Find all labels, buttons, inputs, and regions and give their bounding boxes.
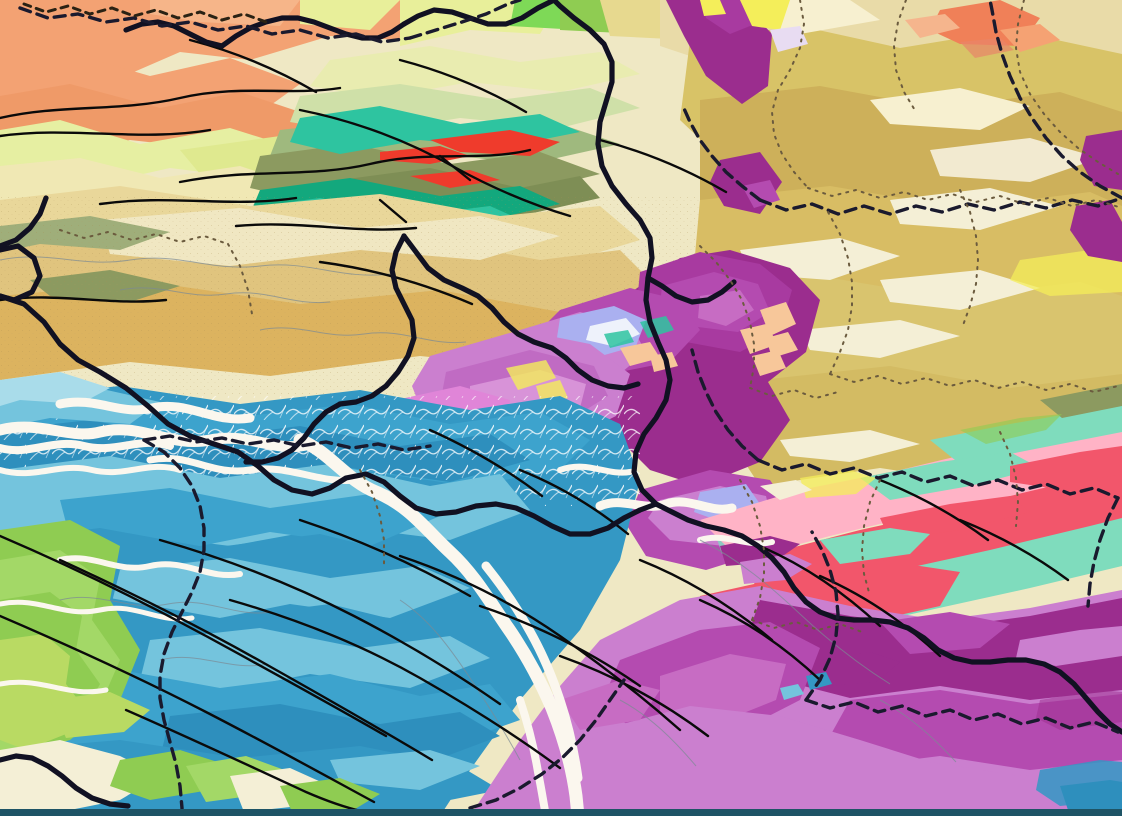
layer-county-boundary xyxy=(59,0,1122,633)
layer-kunlun-belt xyxy=(700,384,1122,640)
layer-faults xyxy=(0,38,1070,816)
layer-north-purple-massif xyxy=(666,0,1122,262)
layer-top-dotted-boundary xyxy=(22,2,268,24)
layer-drainage-lines xyxy=(0,256,957,767)
layer-lhasa-purple xyxy=(470,586,1122,816)
layer-provincial-boundary xyxy=(18,0,1122,816)
bottom-edge-bar xyxy=(0,809,1122,816)
